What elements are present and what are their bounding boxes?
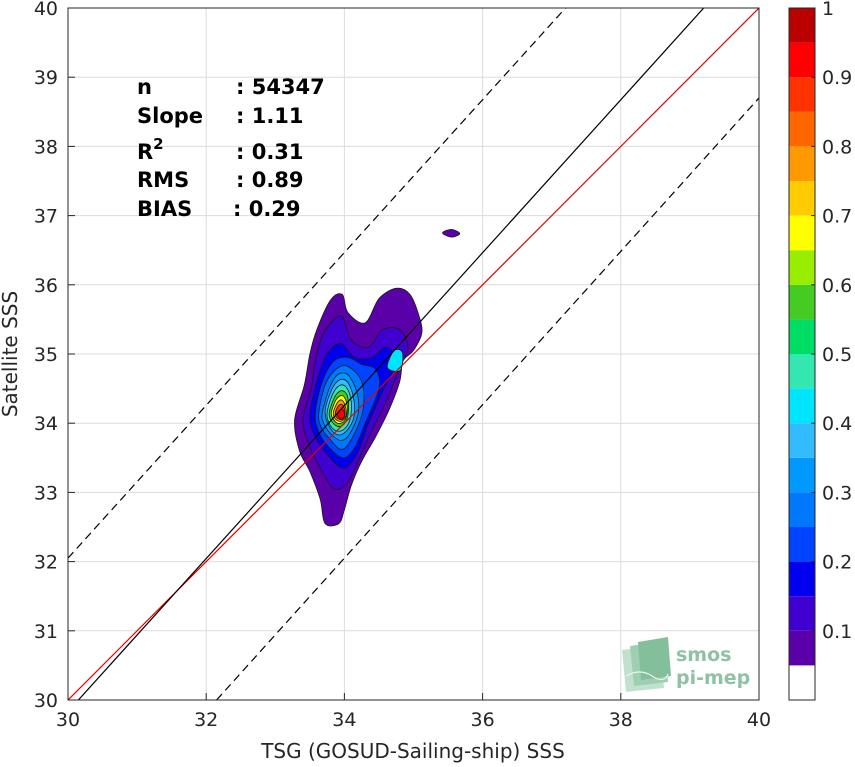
y-tick-label: 39 [34, 67, 58, 89]
colorbar-segment [789, 284, 815, 320]
colorbar-segment [789, 111, 815, 147]
x-tick-label: 36 [471, 709, 495, 731]
stat-r2-base: R [137, 140, 153, 164]
y-axis-label: Satellite SSS [0, 291, 22, 417]
colorbar-segment [789, 457, 815, 493]
y-tick-label: 30 [34, 690, 58, 712]
stat-n-value: : 54347 [236, 75, 325, 99]
upper_bound-line [68, 8, 566, 559]
colorbar-segment [789, 146, 815, 181]
colorbar-segment [789, 250, 815, 285]
regression-line [77, 8, 705, 700]
colorbar-tick-label: 0.2 [822, 552, 852, 574]
statistics-block: n : 54347 Slope : 1.11 R2 : 0.31 RMS : 0… [137, 75, 325, 221]
colorbar-tick-label: 0.9 [822, 67, 852, 89]
colorbar-tick-label: 0.4 [822, 413, 852, 435]
stat-bias-value: : 0.29 [233, 197, 301, 221]
x-tick-label: 40 [747, 709, 771, 731]
colorbar-segment [789, 215, 815, 251]
contour-fills [294, 228, 461, 527]
colorbar-segment [789, 354, 815, 389]
colorbar-tick-label: 0.7 [822, 206, 852, 228]
stat-r2-superscript: 2 [153, 135, 163, 153]
colorbar: 0.1 0.2 0.3 0.4 0.5 0.6 0.7 0.8 0.9 1 [788, 0, 852, 701]
colorbar-segment [789, 423, 815, 458]
lower_bound-line [216, 97, 759, 700]
colorbar-segment [789, 42, 815, 78]
colorbar-segment [789, 8, 815, 43]
stat-r2-value: : 0.31 [236, 140, 304, 164]
stat-rms-label: RMS [137, 168, 189, 192]
y-tick-label: 35 [34, 344, 58, 366]
colorbar-tick-label: 0.5 [822, 344, 852, 366]
colorbar-tick-label: 0.1 [822, 621, 852, 643]
x-tick-label: 38 [609, 709, 633, 731]
colorbar-segment [789, 319, 815, 354]
y-tick-label: 33 [34, 482, 58, 504]
stat-slope-value: : 1.11 [236, 104, 304, 128]
contour-level-0.05 [442, 228, 461, 238]
colorbar-tick-label: 0.6 [822, 275, 852, 297]
stat-bias-label: BIAS [137, 197, 192, 221]
colorbar-segment [789, 596, 815, 631]
x-tick-label: 30 [56, 709, 80, 731]
stat-r2-label: R2 [137, 135, 164, 164]
stat-slope-label: Slope [137, 104, 203, 128]
colorbar-segment [789, 665, 815, 700]
colorbar-segment [789, 388, 815, 424]
x-tick-label: 32 [194, 709, 218, 731]
stat-n-label: n [137, 75, 152, 99]
y-tick-label: 40 [34, 0, 58, 20]
y-axis-ticks: 30 31 32 33 34 35 36 37 38 39 40 [34, 0, 75, 712]
y-tick-label: 31 [34, 621, 58, 643]
logo-line-2: pi-mep [676, 667, 750, 689]
colorbar-tick-label: 0.3 [822, 482, 852, 504]
colorbar-segment [789, 181, 815, 216]
grid [68, 8, 759, 700]
y-tick-label: 38 [34, 136, 58, 158]
x-tick-label: 34 [332, 709, 356, 731]
colorbar-segment [789, 77, 815, 112]
colorbar-segment [789, 561, 815, 597]
y-tick-label: 37 [34, 206, 58, 228]
logo-line-1: smos [676, 644, 731, 666]
y-tick-label: 32 [34, 552, 58, 574]
colorbar-tick-label: 0.8 [822, 136, 852, 158]
y-tick-label: 36 [34, 275, 58, 297]
smos-pi-mep-logo: smos pi-mep [622, 637, 750, 692]
stat-rms-value: : 0.89 [236, 168, 304, 192]
colorbar-segment [789, 527, 815, 562]
colorbar-segment [789, 492, 815, 527]
colorbar-segment [789, 630, 815, 666]
reference-lines [68, 8, 759, 700]
x-axis-ticks: 30 32 34 36 38 40 [56, 693, 771, 731]
x-axis-label: TSG (GOSUD-Sailing-ship) SSS [260, 739, 565, 763]
logo-icon [622, 637, 671, 692]
colorbar-tick-label: 1 [822, 0, 834, 20]
y-tick-label: 34 [34, 413, 58, 435]
